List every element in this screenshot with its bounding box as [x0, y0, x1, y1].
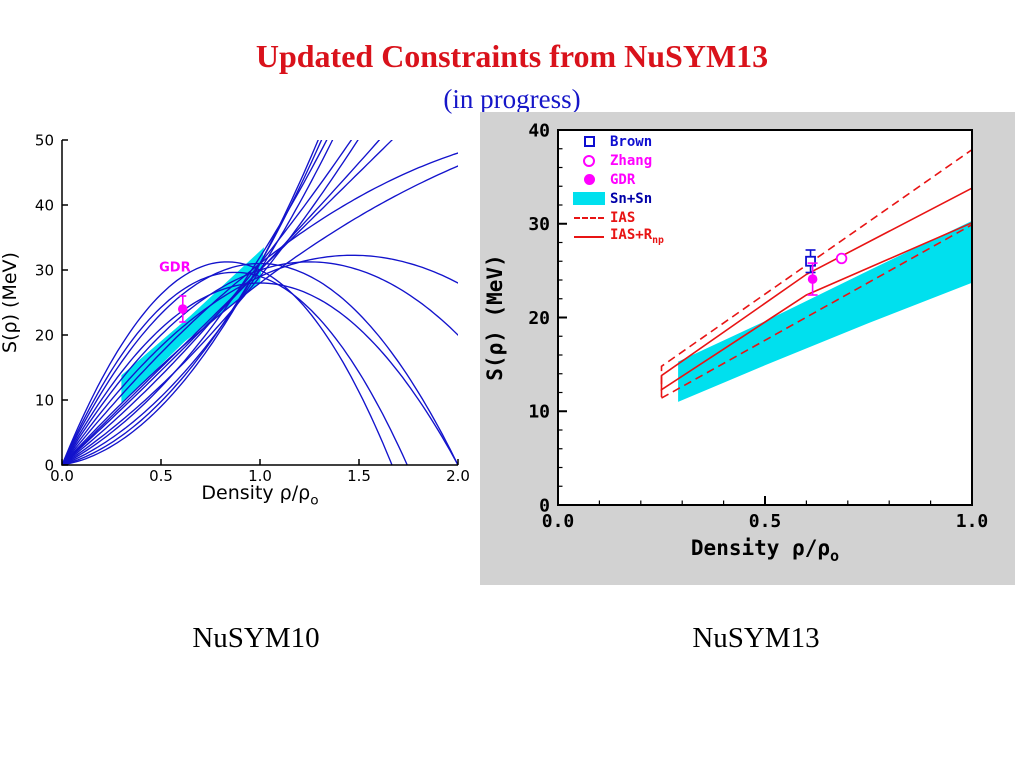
y-tick-label: 10 [528, 402, 550, 423]
x-axis-label: Density ρ/ρo [201, 482, 318, 508]
legend-item-sn-sn: Sn+Sn [572, 190, 664, 207]
snsn-band [678, 220, 972, 402]
y-tick-label: 20 [528, 308, 550, 329]
legend: Brown Zhang GDR Sn+Sn IAS IAS+Rnp [572, 133, 664, 246]
model-curve [62, 140, 393, 465]
y-axis-label: S(ρ) (MeV) [0, 252, 21, 353]
solid-line-icon [572, 235, 606, 238]
plot-area [62, 140, 458, 465]
gdr-label: GDR [159, 260, 190, 275]
caption-nusym10: NuSYM10 [192, 622, 320, 654]
snsn-band [121, 247, 265, 404]
x-tick-label: 2.0 [446, 467, 470, 485]
plot-area [660, 148, 972, 402]
model-curve [62, 254, 458, 465]
band-icon [572, 192, 606, 205]
plot-bg [558, 130, 972, 505]
legend-item-gdr: GDR [572, 171, 664, 188]
x-axis-label: Density ρ/ρo [691, 536, 839, 565]
y-tick-label: 20 [35, 326, 54, 344]
open-circle-icon [572, 154, 606, 167]
model-curve [62, 165, 458, 465]
legend-item-brown: Brown [572, 133, 664, 150]
legend-label: IAS+Rnp [610, 227, 664, 246]
model-curve [62, 282, 458, 465]
model-curve [62, 140, 359, 465]
axes [61, 140, 458, 466]
y-tick-label: 10 [35, 391, 54, 409]
model-curve [62, 140, 334, 465]
x-tick-label: 0.0 [50, 467, 74, 485]
legend-item-ias-r: IAS+Rnp [572, 227, 664, 246]
slide-subtitle: (in progress) [443, 84, 581, 114]
legend-label: IAS [610, 209, 636, 226]
slide-title: Updated Constraints from NuSYM13 [255, 38, 769, 74]
marker-filled-circle [177, 304, 188, 314]
nusym13-chart: 0.0 0.5 1.0 0 10 20 30 40 Density ρ/ρo S(ρ) (MeV) [483, 120, 989, 565]
dashed-line-icon [572, 216, 606, 219]
y-tick-label: 0 [539, 495, 550, 516]
figure-nusym10: GDR 0.0 0.5 1.0 1.5 2.0 0 10 20 30 40 50 Density ρ/ρ… [0, 118, 490, 518]
caption-nusym13: NuSYM13 [692, 622, 820, 654]
legend-item-ias: IAS [572, 209, 664, 226]
legend-label: Zhang [610, 152, 653, 169]
y-tick-label: 30 [528, 214, 550, 235]
model-curve [62, 262, 458, 465]
legend-label: Sn+Sn [610, 190, 653, 207]
model-curve [62, 261, 393, 465]
marker-open-circle [835, 252, 848, 265]
model-curve [62, 152, 458, 465]
ias-rnp-region [660, 187, 972, 392]
marker-filled-circle [807, 274, 818, 284]
x-tick-label: 0.5 [149, 467, 173, 485]
y-tick-label: 40 [528, 120, 550, 141]
x-tick-label: 0.5 [749, 511, 782, 532]
y-tick-label: 0 [44, 456, 54, 474]
nusym10-chart: GDR 0.0 0.5 1.0 1.5 2.0 0 10 20 30 40 50 Density ρ/ρ… [0, 131, 470, 508]
legend-label: Brown [610, 133, 653, 150]
model-curve [62, 140, 353, 465]
open-square-icon [572, 136, 606, 147]
model-curve [62, 140, 328, 465]
filled-circle-icon [572, 174, 606, 185]
marker-open-square [805, 255, 816, 267]
figure-nusym13: 0.0 0.5 1.0 0 10 20 30 40 Density ρ/ρo S(ρ) (MeV)… [480, 112, 1015, 585]
x-tick-label: 1.0 [248, 467, 272, 485]
legend-label: GDR [610, 171, 636, 188]
y-axis-label: S(ρ) (MeV) [483, 254, 507, 380]
y-tick-label: 40 [35, 196, 54, 214]
x-tick-label: 1.0 [956, 511, 989, 532]
y-tick-label: 30 [35, 261, 54, 279]
model-curve [62, 271, 408, 465]
x-tick-label: 0.0 [542, 511, 575, 532]
model-curve [62, 261, 458, 465]
x-tick-label: 1.5 [347, 467, 371, 485]
legend-item-zhang: Zhang [572, 152, 664, 169]
y-tick-label: 50 [35, 131, 54, 149]
